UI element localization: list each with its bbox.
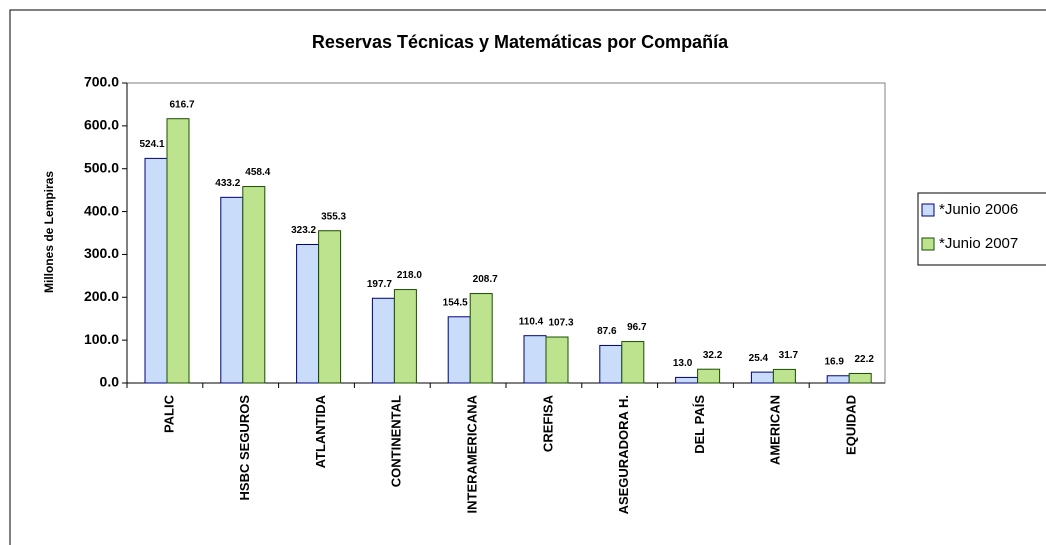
value-label: 433.2 [215,178,240,189]
x-tick-label: ASEGURADORA H. [616,395,631,514]
value-label: 154.5 [443,297,468,308]
legend-label: *Junio 2006 [939,201,1018,218]
bar [144,157,168,384]
value-label: 616.7 [169,99,194,110]
y-axis-title: Millones de Lempiras [42,171,56,293]
x-tick-label: ATLANTIDA [313,394,328,468]
value-label: 87.6 [597,326,617,337]
bar [242,186,266,384]
value-label: 524.1 [139,139,164,150]
bar [166,118,190,384]
x-tick-label: CONTINENTAL [389,395,404,487]
bar [621,341,645,384]
bar [220,196,244,384]
x-tick-label: HSBC SEGUROS [237,395,252,501]
value-label: 458.4 [245,167,270,178]
legend [917,192,1046,266]
value-label: 16.9 [824,356,844,367]
x-tick-label: CREFISA [540,394,555,452]
value-label: 107.3 [548,318,573,329]
bar [848,372,872,384]
value-label: 355.3 [321,211,346,222]
bar [750,371,774,384]
bar [545,336,569,384]
y-tick-label: 100.0 [84,331,119,347]
legend-swatch [921,203,935,217]
value-label: 31.7 [779,350,799,361]
bar [523,335,547,384]
y-tick-label: 400.0 [84,202,119,218]
x-tick-label: PALIC [161,394,176,433]
bar [697,368,721,384]
bar [826,375,850,384]
y-tick-label: 0.0 [100,374,120,390]
bar [318,230,342,384]
y-tick-label: 500.0 [84,159,119,175]
value-label: 96.7 [627,322,647,333]
value-label: 32.2 [703,350,723,361]
bar [371,297,395,384]
bar [772,368,796,384]
y-tick-label: 600.0 [84,117,119,133]
bar [393,289,417,384]
value-label: 197.7 [367,279,392,290]
legend-swatch [921,237,935,251]
y-tick-label: 300.0 [84,245,119,261]
value-label: 218.0 [397,270,422,281]
bar [447,316,471,384]
x-tick-label: AMERICAN [768,395,783,465]
y-tick-label: 700.0 [84,74,119,90]
value-label: 13.0 [673,358,693,369]
value-label: 323.2 [291,225,316,236]
bar [599,344,623,384]
x-tick-label: EQUIDAD [844,395,859,455]
value-label: 25.4 [749,353,769,364]
y-tick-label: 200.0 [84,288,119,304]
x-tick-label: DEL PAÍS [692,395,707,454]
bar [469,293,493,384]
bar [296,243,320,384]
value-label: 208.7 [473,274,498,285]
x-tick-label: INTERAMERICANA [465,394,480,513]
legend-label: *Junio 2007 [939,235,1018,252]
value-label: 22.2 [854,354,874,365]
chart-title: Reservas Técnicas y Matemáticas por Comp… [312,32,729,52]
bar [675,376,699,384]
value-label: 110.4 [519,316,544,327]
